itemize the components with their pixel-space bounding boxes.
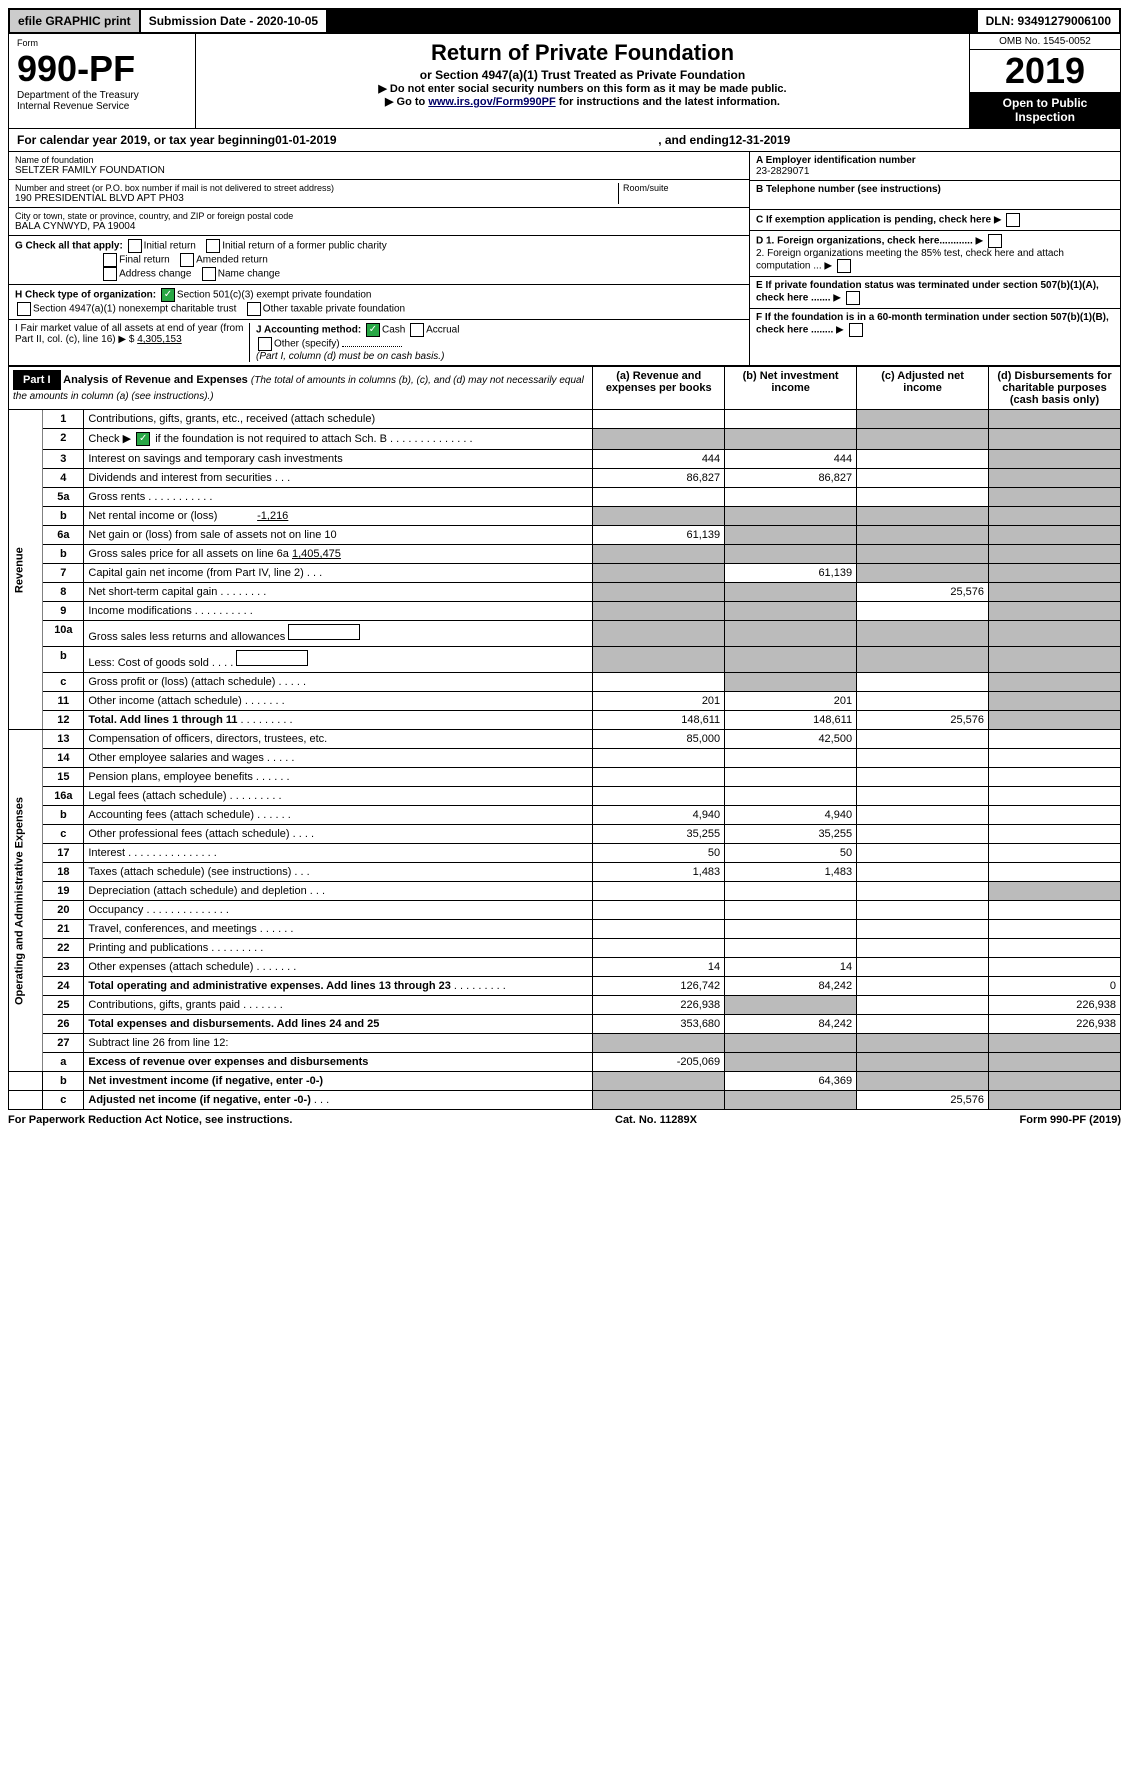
cat-no: Cat. No. 11289X xyxy=(615,1114,697,1126)
efile-button[interactable]: efile GRAPHIC print xyxy=(10,10,139,32)
col-c-header: (c) Adjusted net income xyxy=(857,367,989,410)
checkbox-name-change[interactable] xyxy=(202,267,216,281)
street-cell: Number and street (or P.O. box number if… xyxy=(9,180,749,208)
checkbox-501c3[interactable] xyxy=(161,288,175,302)
header-center: Return of Private Foundation or Section … xyxy=(196,34,969,128)
checkbox-initial-return[interactable] xyxy=(128,239,142,253)
checkbox-cash[interactable] xyxy=(366,323,380,337)
note-link: ▶ Go to www.irs.gov/Form990PF for instru… xyxy=(200,95,965,108)
checkbox-c[interactable] xyxy=(1006,213,1020,227)
foundation-name-cell: Name of foundation SELTZER FAMILY FOUNDA… xyxy=(9,152,749,180)
open-public: Open to Public Inspection xyxy=(970,92,1120,128)
irs-link[interactable]: www.irs.gov/Form990PF xyxy=(428,96,555,108)
checkbox-other-taxable[interactable] xyxy=(247,302,261,316)
dln: DLN: 93491279006100 xyxy=(978,10,1119,32)
checkbox-d2[interactable] xyxy=(837,259,851,273)
checkbox-other-method[interactable] xyxy=(258,337,272,351)
f-cell: F If the foundation is in a 60-month ter… xyxy=(750,309,1120,340)
irs-label: Internal Revenue Service xyxy=(17,101,187,112)
submission-date: Submission Date - 2020-10-05 xyxy=(141,10,326,32)
calendar-year-row: For calendar year 2019, or tax year begi… xyxy=(8,129,1121,152)
street-address: 190 PRESIDENTIAL BLVD APT PH03 xyxy=(15,193,618,204)
col-a-header: (a) Revenue and expenses per books xyxy=(593,367,725,410)
paperwork-notice: For Paperwork Reduction Act Notice, see … xyxy=(8,1114,292,1126)
g-check-cell: G Check all that apply: Initial return I… xyxy=(9,236,749,285)
ein-cell: A Employer identification number 23-2829… xyxy=(750,152,1120,181)
form-footer: Form 990-PF (2019) xyxy=(1020,1114,1121,1126)
ein-value: 23-2829071 xyxy=(756,166,809,177)
foundation-name: SELTZER FAMILY FOUNDATION xyxy=(15,165,743,176)
expenses-side-label: Operating and Administrative Expenses xyxy=(9,730,43,1072)
room-label: Room/suite xyxy=(623,183,743,193)
h-check-cell: H Check type of organization: Section 50… xyxy=(9,285,749,320)
e-cell: E If private foundation status was termi… xyxy=(750,277,1120,309)
omb-number: OMB No. 1545-0052 xyxy=(970,34,1120,50)
i-j-cell: I Fair market value of all assets at end… xyxy=(9,320,749,365)
header-right: OMB No. 1545-0052 2019 Open to Public In… xyxy=(969,34,1120,128)
checkbox-final-return[interactable] xyxy=(103,253,117,267)
form-title: Return of Private Foundation xyxy=(200,40,965,66)
c-cell: C If exemption application is pending, c… xyxy=(750,210,1120,231)
form-number: 990-PF xyxy=(17,48,187,90)
part1-title: Analysis of Revenue and Expenses xyxy=(63,374,248,386)
checkbox-e[interactable] xyxy=(846,291,860,305)
checkbox-address-change[interactable] xyxy=(103,267,117,281)
header-left: Form 990-PF Department of the Treasury I… xyxy=(9,34,196,128)
analysis-table: Part I Analysis of Revenue and Expenses … xyxy=(8,366,1121,1110)
tax-year: 2019 xyxy=(970,50,1120,92)
note-ssn: ▶ Do not enter social security numbers o… xyxy=(200,82,965,95)
year-end: 12-31-2019 xyxy=(729,133,790,147)
part1-header: Part I xyxy=(13,370,61,390)
top-bar: efile GRAPHIC print Submission Date - 20… xyxy=(8,8,1121,34)
checkbox-4947a1[interactable] xyxy=(17,302,31,316)
dept-treasury: Department of the Treasury xyxy=(17,90,187,101)
checkbox-sch-b[interactable] xyxy=(136,432,150,446)
checkbox-d1[interactable] xyxy=(988,234,1002,248)
revenue-side-label: Revenue xyxy=(9,410,43,730)
d-cell: D 1. Foreign organizations, check here..… xyxy=(750,231,1120,277)
year-begin: 01-01-2019 xyxy=(275,133,336,147)
info-grid: Name of foundation SELTZER FAMILY FOUNDA… xyxy=(8,152,1121,366)
form-label: Form xyxy=(17,38,187,48)
phone-cell: B Telephone number (see instructions) xyxy=(750,181,1120,210)
city-cell: City or town, state or province, country… xyxy=(9,208,749,236)
col-b-header: (b) Net investment income xyxy=(725,367,857,410)
checkbox-amended[interactable] xyxy=(180,253,194,267)
checkbox-f[interactable] xyxy=(849,323,863,337)
form-subtitle: or Section 4947(a)(1) Trust Treated as P… xyxy=(200,68,965,82)
checkbox-initial-former[interactable] xyxy=(206,239,220,253)
form-header: Form 990-PF Department of the Treasury I… xyxy=(8,34,1121,129)
fmv-value: 4,305,153 xyxy=(137,334,182,345)
footer: For Paperwork Reduction Act Notice, see … xyxy=(8,1110,1121,1126)
city-state-zip: BALA CYNWYD, PA 19004 xyxy=(15,221,743,232)
checkbox-accrual[interactable] xyxy=(410,323,424,337)
col-d-header: (d) Disbursements for charitable purpose… xyxy=(989,367,1121,410)
